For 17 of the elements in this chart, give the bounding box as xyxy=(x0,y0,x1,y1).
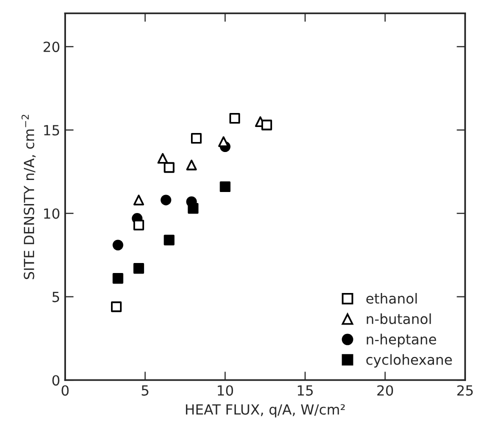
x-tick-label: 5 xyxy=(142,385,148,396)
x-tick-label: 20 xyxy=(377,385,394,396)
legend-label: ethanol xyxy=(366,292,417,304)
y-tick-label: 10 xyxy=(44,208,60,219)
x-tick-label: 15 xyxy=(298,385,313,396)
legend-label: cyclohexane xyxy=(366,354,452,368)
x-tick-label: 25 xyxy=(457,385,473,396)
y-tick-label: 0 xyxy=(52,375,60,386)
legend-label: n-heptane xyxy=(366,334,436,348)
x-tick-label: 10 xyxy=(218,385,234,396)
y-tick-label: 5 xyxy=(52,292,60,302)
x-tick-label: 0 xyxy=(62,385,69,396)
y-tick-label: 15 xyxy=(44,125,60,136)
x-axis-title: HEAT FLUX, q/A, W/cm² xyxy=(186,404,345,418)
legend-label: n-butanol xyxy=(366,313,431,324)
y-tick-label: 20 xyxy=(44,42,60,52)
y-axis-title: SITE DENSITY n/A, cm$^{−2}$ xyxy=(22,114,36,280)
